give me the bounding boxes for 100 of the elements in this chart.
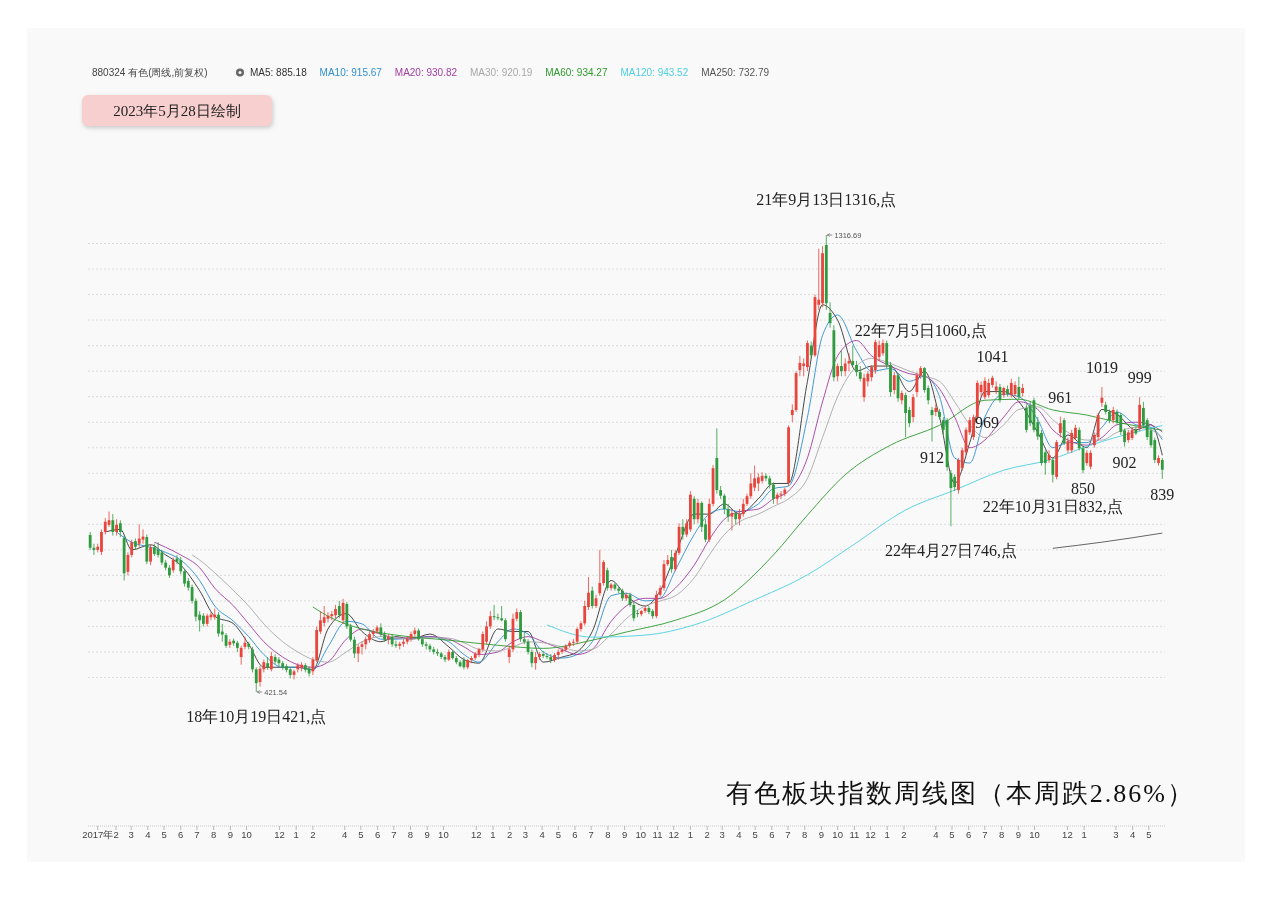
x-tick-label: 2017年 [82, 829, 114, 840]
candlestick [254, 666, 258, 693]
x-tick-label: 2 [310, 829, 316, 840]
candlestick [983, 376, 987, 400]
candlestick [636, 609, 639, 618]
candlestick [840, 350, 843, 377]
candlestick [217, 611, 220, 638]
x-tick-label: 6 [178, 829, 184, 840]
candlestick [1025, 403, 1028, 433]
text: 2023年5月28日绘制 [113, 103, 241, 119]
candlestick [1051, 457, 1055, 483]
x-tick-label: 8 [211, 829, 217, 840]
candlestick [1062, 417, 1066, 446]
x-tick-label: 12 [274, 829, 285, 840]
candlestick [269, 651, 273, 672]
x-tick-label: 6 [572, 829, 578, 840]
candlestick [1138, 396, 1142, 432]
x-tick-label: 4 [342, 829, 348, 840]
text: MA30: 920.19 [470, 67, 533, 78]
candlestick [681, 518, 685, 541]
candlestick [500, 605, 504, 622]
candlestick [987, 378, 991, 399]
candlestick [273, 654, 277, 665]
candlestick [692, 495, 696, 525]
annotation: 1019 [1085, 358, 1118, 376]
x-tick-label: 9 [424, 829, 430, 840]
x-tick-label: 10 [832, 829, 843, 840]
candlestick [904, 392, 907, 438]
candlestick [911, 393, 915, 423]
x-tick-label: 12 [1062, 829, 1073, 840]
x-tick-label: 9 [818, 829, 825, 840]
x-tick-label: 9 [621, 829, 628, 840]
x-tick-label: 6 [966, 829, 972, 840]
annotation: 22年7月5日1060,点 [854, 322, 987, 340]
candlestick [1089, 449, 1092, 470]
candlestick [760, 471, 764, 484]
candlestick [504, 617, 507, 643]
x-tick-label: 11 [849, 829, 860, 840]
text: MA20: 930.82 [394, 67, 458, 78]
x-tick-label: 7 [785, 829, 791, 840]
x-tick-label: 9 [227, 829, 234, 840]
candlestick [892, 371, 896, 395]
x-tick-label: 12 [865, 829, 876, 840]
annotation: 850 [1071, 480, 1096, 498]
annotation: 999 [1127, 369, 1152, 387]
candlestick [949, 469, 953, 527]
annotation: 839 [1150, 485, 1175, 503]
candlestick [458, 659, 462, 668]
text: MA10: 915.67 [319, 67, 383, 78]
x-tick-label: 5 [555, 829, 561, 840]
annotation: 1041 [976, 347, 1009, 365]
candlestick [424, 641, 428, 650]
candlestick [556, 648, 560, 660]
annotation: 969 [975, 414, 999, 431]
candlestick [1058, 416, 1062, 438]
x-tick-label: 7 [982, 829, 988, 840]
x-tick-label: 7 [588, 829, 594, 840]
candlestick [851, 345, 855, 367]
x-tick-label: 9 [1015, 829, 1021, 840]
annotation: 21年9月13日1316,点 [756, 191, 897, 208]
candlestick [394, 640, 398, 649]
x-tick-label: 4 [736, 829, 742, 840]
candlestick [670, 549, 673, 574]
x-tick-label: 5 [752, 829, 758, 840]
x-tick-label: 5 [1146, 829, 1152, 840]
candlestick [1070, 429, 1074, 454]
text: 有色板块指数周线图（本周跌2.86%） [725, 779, 1195, 808]
text: MA60: 934.27 [545, 67, 608, 78]
x-tick-label: 4 [933, 829, 939, 840]
candlestick [605, 567, 609, 592]
candlestick [485, 620, 488, 645]
chart-subtitle: 880324 有色(周线,前复权) [92, 67, 208, 78]
x-tick-label: 8 [605, 829, 611, 840]
candlestick [375, 625, 379, 635]
annotation: 18年10月19日421,点 [186, 708, 327, 725]
candlestick [609, 582, 613, 592]
x-tick-label: 12 [668, 829, 679, 840]
candlestick [100, 529, 103, 556]
x-tick-label: 1 [687, 829, 694, 840]
annotation: 961 [1048, 388, 1073, 406]
x-tick-label: 10 [438, 829, 449, 840]
x-tick-label: 3 [1113, 829, 1119, 840]
x-tick-label: 1 [884, 829, 890, 840]
candlestick [772, 482, 775, 505]
x-tick-label: 8 [802, 829, 808, 840]
candlestick [402, 638, 405, 648]
candlestick [251, 646, 254, 673]
x-tick-label: 2 [507, 829, 513, 840]
candlestick [1028, 401, 1032, 427]
candlestick [972, 414, 975, 441]
x-tick-label: 10 [1029, 829, 1040, 840]
x-tick-label: 11 [652, 829, 663, 840]
candlestick [722, 493, 726, 515]
annotation: 22年10月31日832,点 [982, 498, 1123, 516]
x-tick-label: 6 [374, 829, 381, 840]
x-tick-label: 1 [1081, 829, 1087, 840]
candlestick [353, 636, 356, 659]
x-tick-label: 3 [522, 829, 529, 840]
annotation: 912 [920, 448, 945, 466]
text: MA250: 732.79 [701, 67, 770, 78]
